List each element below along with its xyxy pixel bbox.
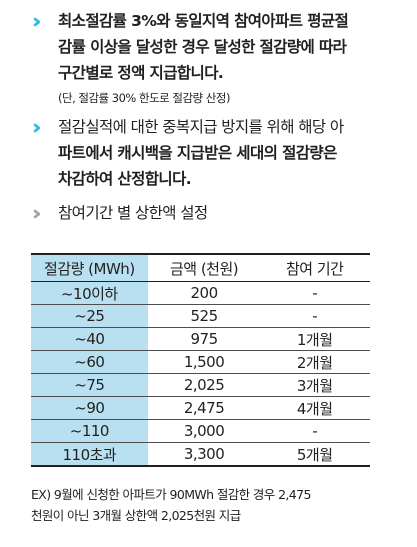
cell-period: - (259, 281, 370, 305)
table-row: ~75 2,025 3개월 (31, 373, 370, 397)
cell-amount: 3,000 (148, 419, 260, 443)
cell-amount: 3,300 (148, 442, 260, 467)
table-row: ~10이하 200 - (31, 281, 370, 305)
cap-table: 절감량 (MWh) 금액 (천원) 참여 기간 ~10이하 200 - ~25 … (31, 253, 370, 467)
cell-period: 3개월 (259, 373, 370, 397)
double-chevron-right-icon: ›› (32, 9, 41, 33)
bullet-note: (단, 절감률 30% 한도로 절감량 산정) (58, 91, 230, 105)
cell-period: - (259, 304, 370, 328)
table-row: ~25 525 - (31, 304, 370, 328)
table-row: ~90 2,475 4개월 (31, 396, 370, 420)
cap-table-container: 절감량 (MWh) 금액 (천원) 참여 기간 ~10이하 200 - ~25 … (31, 253, 370, 467)
cell-period: - (259, 419, 370, 443)
cell-period: 4개월 (259, 396, 370, 420)
cell-savings: ~90 (31, 396, 149, 420)
cell-amount: 525 (148, 304, 260, 328)
table-header-row: 절감량 (MWh) 금액 (천원) 참여 기간 (31, 253, 370, 282)
header-amount: 금액 (천원) (148, 253, 260, 282)
bullet-line: 최소절감률 3%와 동일지역 참여아파트 평균절 (58, 12, 349, 30)
cell-savings: ~25 (31, 304, 149, 328)
cell-amount: 200 (148, 281, 260, 305)
example-footnote: EX) 9월에 신청한 아파트가 90MWh 절감한 경우 2,475 천원이 … (31, 484, 391, 526)
cell-period: 5개월 (259, 442, 370, 467)
cell-savings: ~110 (31, 419, 149, 443)
bullet-text: 절감실적에 대한 중복지급 방지를 위해 해당 아 파트에서 캐시백을 지급받은… (58, 114, 392, 192)
bullet-line: 감률 이상을 달성한 경우 달성한 절감량에 따라 (58, 38, 347, 56)
cell-amount: 2,475 (148, 396, 260, 420)
table-row: ~40 975 1개월 (31, 327, 370, 351)
bullet-line: 파트에서 캐시백을 지급받은 세대의 절감량은 (58, 144, 337, 162)
table-row: ~60 1,500 2개월 (31, 350, 370, 374)
footnote-line: 천원이 아닌 3개월 상한액 2,025천원 지급 (31, 508, 241, 523)
bullet-line: 절감실적에 대한 중복지급 방지를 위해 해당 아 (58, 118, 344, 136)
bullet-line: 참여기간 별 상한액 설정 (58, 204, 208, 222)
table-row: ~110 3,000 - (31, 419, 370, 443)
cell-amount: 2,025 (148, 373, 260, 397)
cell-period: 2개월 (259, 350, 370, 374)
bullet-line: 차감하여 산정합니다. (58, 170, 192, 188)
bullet-list: ›› 최소절감률 3%와 동일지역 참여아파트 평균절 감률 이상을 달성한 경… (32, 8, 392, 226)
bullet-text: 참여기간 별 상한액 설정 (58, 200, 392, 226)
double-chevron-right-icon: ›› (32, 201, 41, 225)
cell-savings: ~60 (31, 350, 149, 374)
bullet-item-payment-rule: ›› 최소절감률 3%와 동일지역 참여아파트 평균절 감률 이상을 달성한 경… (32, 8, 392, 108)
footnote-line: EX) 9월에 신청한 아파트가 90MWh 절감한 경우 2,475 (31, 487, 311, 502)
double-chevron-right-icon: ›› (32, 115, 41, 139)
header-savings: 절감량 (MWh) (31, 253, 149, 282)
header-period: 참여 기간 (259, 253, 370, 282)
cell-period: 1개월 (259, 327, 370, 351)
cell-savings: ~75 (31, 373, 149, 397)
bullet-item-duplicate-prevention: ›› 절감실적에 대한 중복지급 방지를 위해 해당 아 파트에서 캐시백을 지… (32, 114, 392, 192)
bullet-line: 구간별로 정액 지급합니다. (58, 64, 224, 82)
cell-savings: 110초과 (31, 442, 149, 467)
bullet-item-cap-setting: ›› 참여기간 별 상한액 설정 (32, 200, 392, 226)
bullet-text: 최소절감률 3%와 동일지역 참여아파트 평균절 감률 이상을 달성한 경우 달… (58, 8, 392, 86)
cell-amount: 975 (148, 327, 260, 351)
cell-savings: ~40 (31, 327, 149, 351)
table-row: 110초과 3,300 5개월 (31, 442, 370, 467)
cell-savings: ~10이하 (31, 281, 149, 305)
cell-amount: 1,500 (148, 350, 260, 374)
